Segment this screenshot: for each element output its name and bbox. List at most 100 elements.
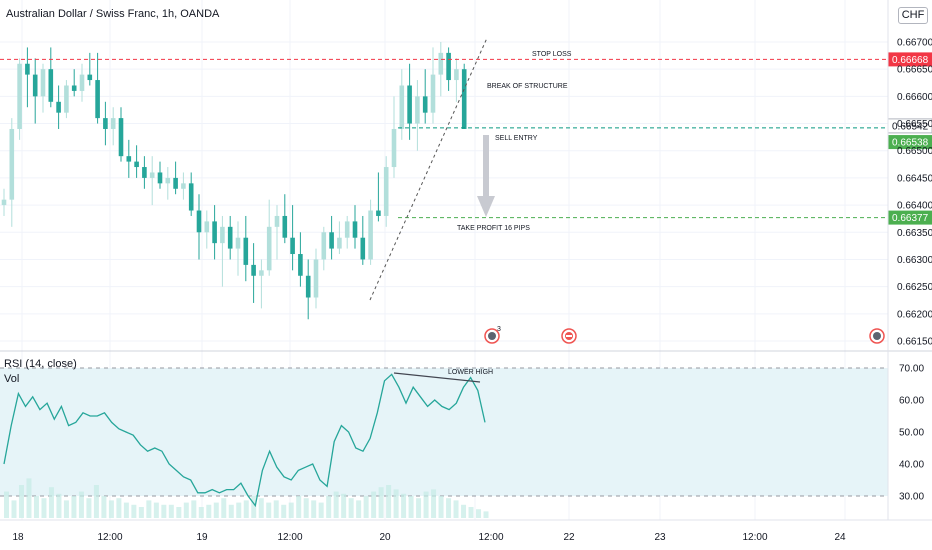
volume-bar (311, 500, 317, 518)
candle-body (399, 85, 405, 129)
event-icon-news[interactable] (869, 328, 885, 344)
rsi-tick-label: 70.00 (899, 364, 924, 375)
candle-body (438, 52, 444, 75)
volume-bar (56, 493, 62, 518)
volume-bar (138, 507, 144, 518)
event-icon-flag[interactable] (561, 328, 577, 344)
drawings[interactable]: STOP LOSS BREAK OF STRUCTURE SELL ENTRY … (369, 37, 572, 383)
candle-body (376, 210, 381, 216)
price-tick-label: 0.66350 (897, 228, 932, 239)
volume-bar (303, 498, 309, 518)
volume-bar (378, 487, 384, 518)
volume-bar (386, 485, 392, 518)
volume-bar (78, 491, 84, 518)
time-tick-label: 20 (379, 532, 391, 543)
time-tick-label: 24 (834, 532, 846, 543)
candle-body (422, 96, 428, 113)
annotation-take-profit: TAKE PROFIT 16 PIPS (457, 225, 530, 232)
volume-bar (93, 485, 99, 518)
time-tick-label: 18 (12, 532, 24, 543)
candle-body (415, 96, 420, 124)
volume-bar (356, 500, 362, 518)
volume-bar (363, 496, 369, 518)
volume-bar (4, 491, 9, 518)
rsi-lower-high-line[interactable] (393, 372, 481, 383)
volume-bar (11, 500, 17, 518)
candle-body (290, 237, 295, 255)
event-icon-earnings[interactable]: 3 (484, 326, 501, 344)
volume-bar (213, 502, 219, 518)
volume-bar (168, 504, 174, 518)
candle-body (142, 167, 147, 178)
event-markers[interactable]: 3 (484, 326, 885, 344)
currency-button[interactable]: CHF (898, 7, 928, 24)
volume-bar (101, 496, 107, 518)
volume-bar (131, 504, 137, 518)
volume-bar (348, 498, 354, 518)
candle-body (313, 259, 319, 298)
price-tick-label: 0.66200 (897, 309, 932, 320)
volume-bar (468, 507, 474, 518)
candle-body (383, 167, 389, 216)
volume-bar (446, 498, 452, 518)
price-tick-label: 0.66500 (897, 146, 932, 157)
volume-bar (86, 498, 92, 518)
candle-body (282, 215, 288, 238)
candle-body (173, 177, 178, 189)
time-tick-label: 12:00 (277, 532, 302, 543)
volume-indicator-label[interactable]: Vol (4, 373, 20, 385)
candle-body (157, 172, 163, 184)
candle-body (79, 74, 85, 91)
candle-body (407, 85, 412, 124)
volume-bar (18, 485, 24, 518)
time-tick-label: 12:00 (478, 532, 503, 543)
rsi-tick-label: 40.00 (899, 460, 924, 471)
time-tick-label: 12:00 (742, 532, 767, 543)
volume-bar (341, 493, 347, 518)
volume-bar (228, 504, 234, 518)
volume-bar (198, 507, 204, 518)
rsi-tick-label: 50.00 (899, 428, 924, 439)
rsi-indicator-label[interactable]: RSI (14, close) (4, 358, 77, 370)
candle-body (118, 118, 124, 157)
level-price-tag (888, 210, 932, 225)
candle-body (235, 237, 241, 249)
volume-bar (273, 500, 279, 518)
volume-bar (243, 500, 249, 518)
candle-body (134, 161, 139, 168)
candle-body (9, 128, 15, 200)
annotation-lower-high: LOWER HIGH (448, 369, 493, 376)
candle-body (181, 183, 186, 189)
price-tick-label: 0.66550 (897, 119, 932, 130)
candle-body (344, 221, 350, 238)
candle-body (95, 80, 100, 119)
candle-body (360, 237, 366, 260)
volume-bar (266, 502, 272, 518)
time-tick-label: 23 (654, 532, 666, 543)
candle-body (212, 221, 217, 244)
candle-body (227, 226, 233, 249)
volume-bar (408, 496, 414, 518)
candle-body (188, 183, 194, 211)
annotation-stop-loss: STOP LOSS (532, 51, 572, 58)
volume-bar (41, 498, 47, 518)
arrow-head (477, 196, 495, 217)
volume-bar (48, 487, 54, 518)
candle-body (1, 199, 7, 206)
candle-body (103, 118, 108, 129)
price-tick-label: 0.66600 (897, 92, 932, 103)
candle-body (220, 226, 225, 244)
chart-title: Australian Dollar / Swiss Franc, 1h, OAN… (6, 8, 220, 20)
event-badge-count: 3 (497, 326, 501, 333)
candle-body (204, 221, 210, 233)
candle-body (110, 118, 116, 129)
volume-bar (63, 500, 69, 518)
time-tick-label: 19 (196, 532, 208, 543)
candle-body (196, 210, 202, 233)
candles[interactable] (1, 42, 467, 320)
volume-bar (476, 509, 482, 518)
candle-body (274, 215, 280, 227)
candle-body (321, 232, 327, 260)
volume-bars (4, 478, 489, 518)
price-tick-label: 0.66150 (897, 337, 932, 348)
